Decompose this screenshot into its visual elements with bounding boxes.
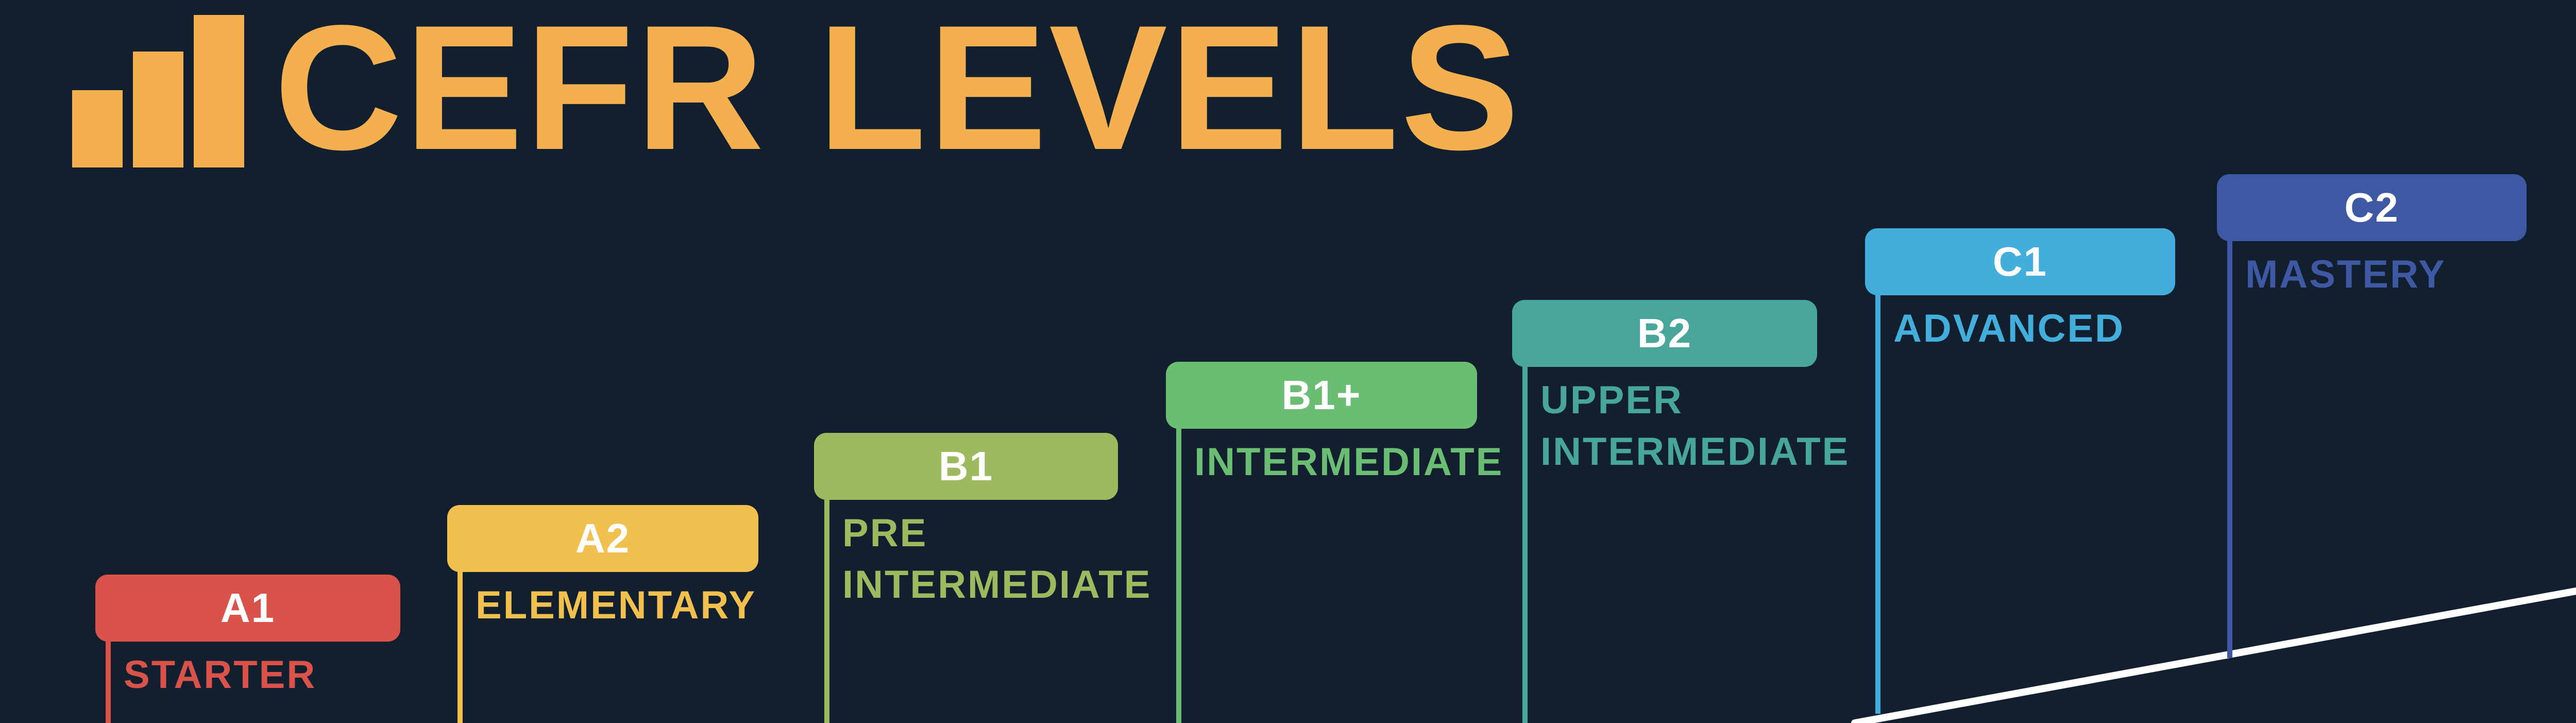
bar-chart-icon (72, 13, 244, 167)
level-name-label: STARTER (124, 653, 317, 697)
level-stem (2227, 205, 2232, 658)
level-name-label: INTERMEDIATE (842, 563, 1152, 607)
level-code-badge: C1 (1865, 228, 2175, 295)
level-stem (1176, 393, 1181, 723)
page-title: CEFR LEVELS (274, 0, 1521, 187)
level-code-badge: A1 (95, 575, 400, 642)
level-code-badge: B1 (814, 433, 1118, 500)
level-code-badge: A2 (447, 505, 758, 572)
level-name-label: INTERMEDIATE (1194, 440, 1504, 484)
level-name-label: INTERMEDIATE (1540, 430, 1850, 474)
level-stem (1875, 259, 1880, 714)
level-name-label: PRE (842, 511, 928, 555)
level-stem (457, 536, 463, 723)
level-name-label: ELEMENTARY (476, 583, 757, 627)
level-code-badge: B2 (1512, 300, 1817, 367)
bar-chart-icon-bar (133, 52, 183, 167)
level-code-badge: C2 (2217, 174, 2527, 241)
bar-chart-icon-bar (72, 90, 123, 167)
level-name-label: MASTERY (2245, 253, 2446, 296)
progress-baseline-line (1851, 587, 2576, 723)
level-name-label: UPPER (1540, 378, 1683, 422)
level-name-label: ADVANCED (1893, 307, 2125, 350)
level-stem (106, 606, 111, 723)
page-header: CEFR LEVELS (72, 0, 1521, 187)
level-stem (824, 464, 829, 723)
level-code-badge: B1+ (1166, 362, 1477, 429)
level-stem (1522, 331, 1528, 723)
bar-chart-icon-bar (194, 15, 244, 167)
